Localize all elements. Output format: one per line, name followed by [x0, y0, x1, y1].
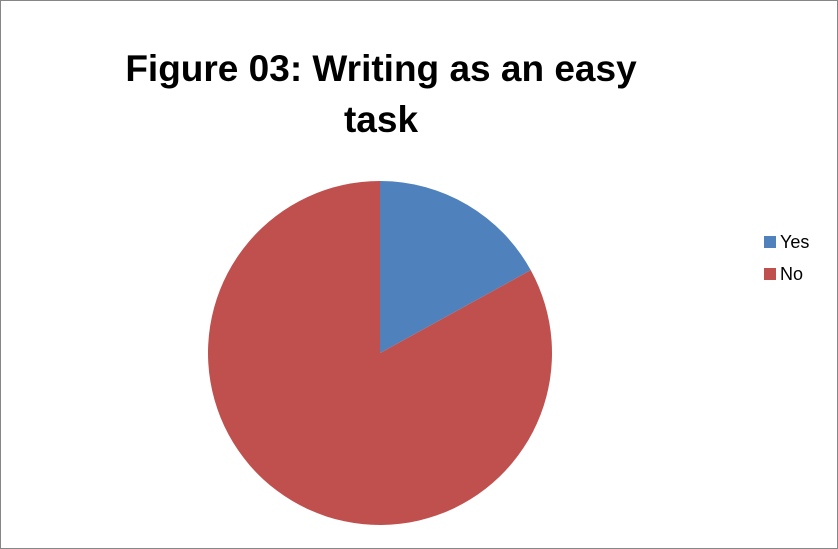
legend-swatch-no	[764, 268, 776, 280]
legend-label-yes: Yes	[780, 232, 809, 252]
pie-slice-yes	[380, 181, 531, 353]
chart-title: Figure 03: Writing as an easy task	[125, 48, 637, 140]
pie-slices	[208, 181, 552, 525]
legend-label-no: No	[780, 264, 803, 284]
pie-slice-no	[208, 181, 552, 525]
legend: Yes No	[764, 232, 809, 284]
legend-swatch-yes	[764, 236, 776, 248]
